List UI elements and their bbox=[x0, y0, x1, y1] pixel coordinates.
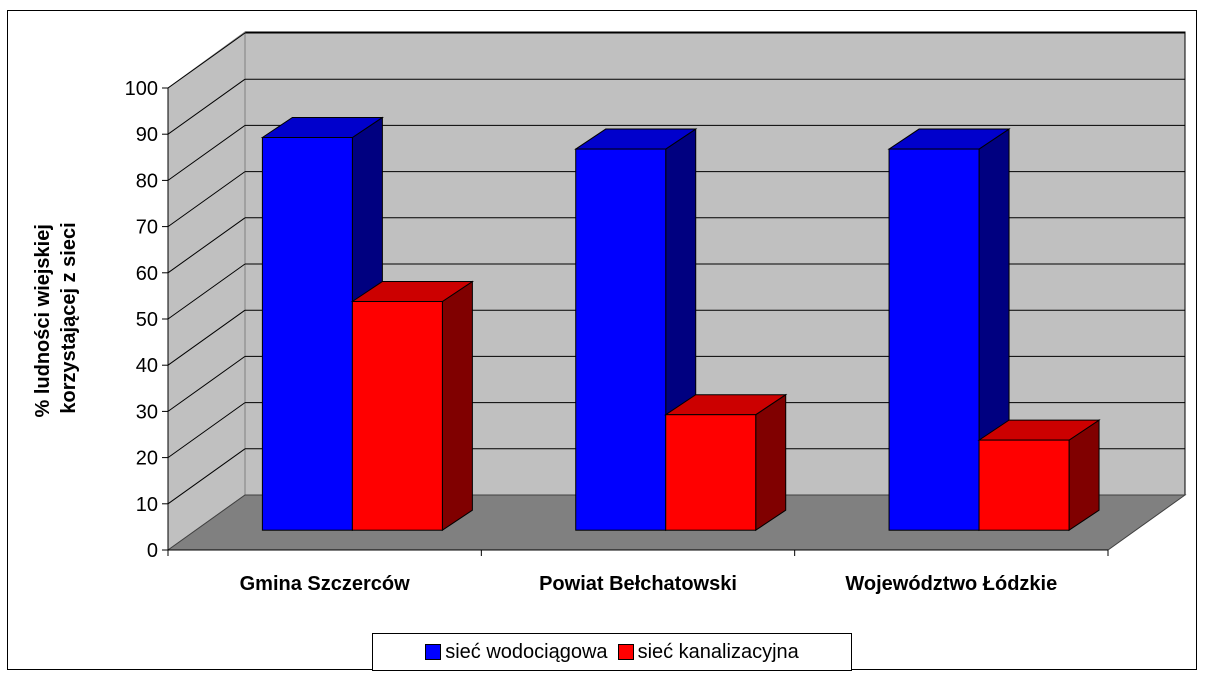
y-tick-label: 70 bbox=[136, 217, 158, 239]
y-ticks: 0 10 20 30 40 50 60 70 80 90 100 bbox=[125, 78, 168, 562]
x-category-label: Powiat Bełchatowski bbox=[539, 573, 737, 595]
y-tick-label: 100 bbox=[125, 78, 158, 100]
y-tick-label: 40 bbox=[136, 355, 158, 377]
y-tick-label: 10 bbox=[136, 494, 158, 516]
gridline-side bbox=[167, 78, 246, 135]
gridline-side bbox=[167, 32, 246, 89]
bar-sewer bbox=[978, 439, 1070, 531]
gridline-side bbox=[167, 124, 246, 181]
x-category-label: Województwo Łódzkie bbox=[845, 573, 1057, 595]
y-tick-label: 50 bbox=[136, 309, 158, 331]
bar-water bbox=[261, 137, 353, 531]
y-axis-label-line-1: % ludności wiejskiej bbox=[32, 224, 54, 417]
y-tick-label: 30 bbox=[136, 401, 158, 423]
gridline-side bbox=[167, 171, 246, 228]
legend: sieć wodociągowa sieć kanalizacyjna bbox=[372, 633, 852, 671]
gridline-side bbox=[167, 263, 246, 320]
bar-water bbox=[575, 148, 667, 531]
gridline-side bbox=[167, 309, 246, 366]
gridline-side bbox=[167, 448, 246, 505]
y-axis-label-line-2: korzystającej z sieci bbox=[58, 222, 80, 413]
y-tick-label: 60 bbox=[136, 263, 158, 285]
legend-swatch-sewer bbox=[617, 644, 634, 660]
bars bbox=[260, 116, 1101, 532]
y-axis-label: % ludności wiejskiej korzystającej z sie… bbox=[32, 219, 80, 418]
bar-sewer bbox=[665, 414, 757, 531]
gridline-side bbox=[167, 355, 246, 412]
legend-swatch-water bbox=[425, 644, 442, 660]
y-tick-label: 20 bbox=[136, 448, 158, 470]
gridline-side bbox=[167, 402, 246, 459]
legend-label-water: sieć wodociągowa bbox=[445, 640, 608, 663]
legend-item-sewer: sieć kanalizacyjna bbox=[617, 640, 799, 664]
y-tick-label: 90 bbox=[136, 124, 158, 146]
x-category-label: Gmina Szczerców bbox=[240, 573, 411, 595]
legend-label-sewer: sieć kanalizacyjna bbox=[637, 640, 799, 663]
bar-sewer bbox=[351, 301, 443, 531]
y-tick-label: 0 bbox=[147, 540, 158, 562]
bar-water bbox=[888, 148, 980, 531]
legend-item-water: sieć wodociągowa bbox=[425, 640, 608, 664]
y-tick-label: 80 bbox=[136, 170, 158, 192]
bar-side-sewer bbox=[441, 280, 473, 532]
gridline-side bbox=[167, 217, 246, 274]
bar-side-sewer bbox=[755, 393, 787, 532]
x-categories: Gmina Szczerców Powiat Bełchatowski Wojewó… bbox=[167, 550, 1109, 595]
